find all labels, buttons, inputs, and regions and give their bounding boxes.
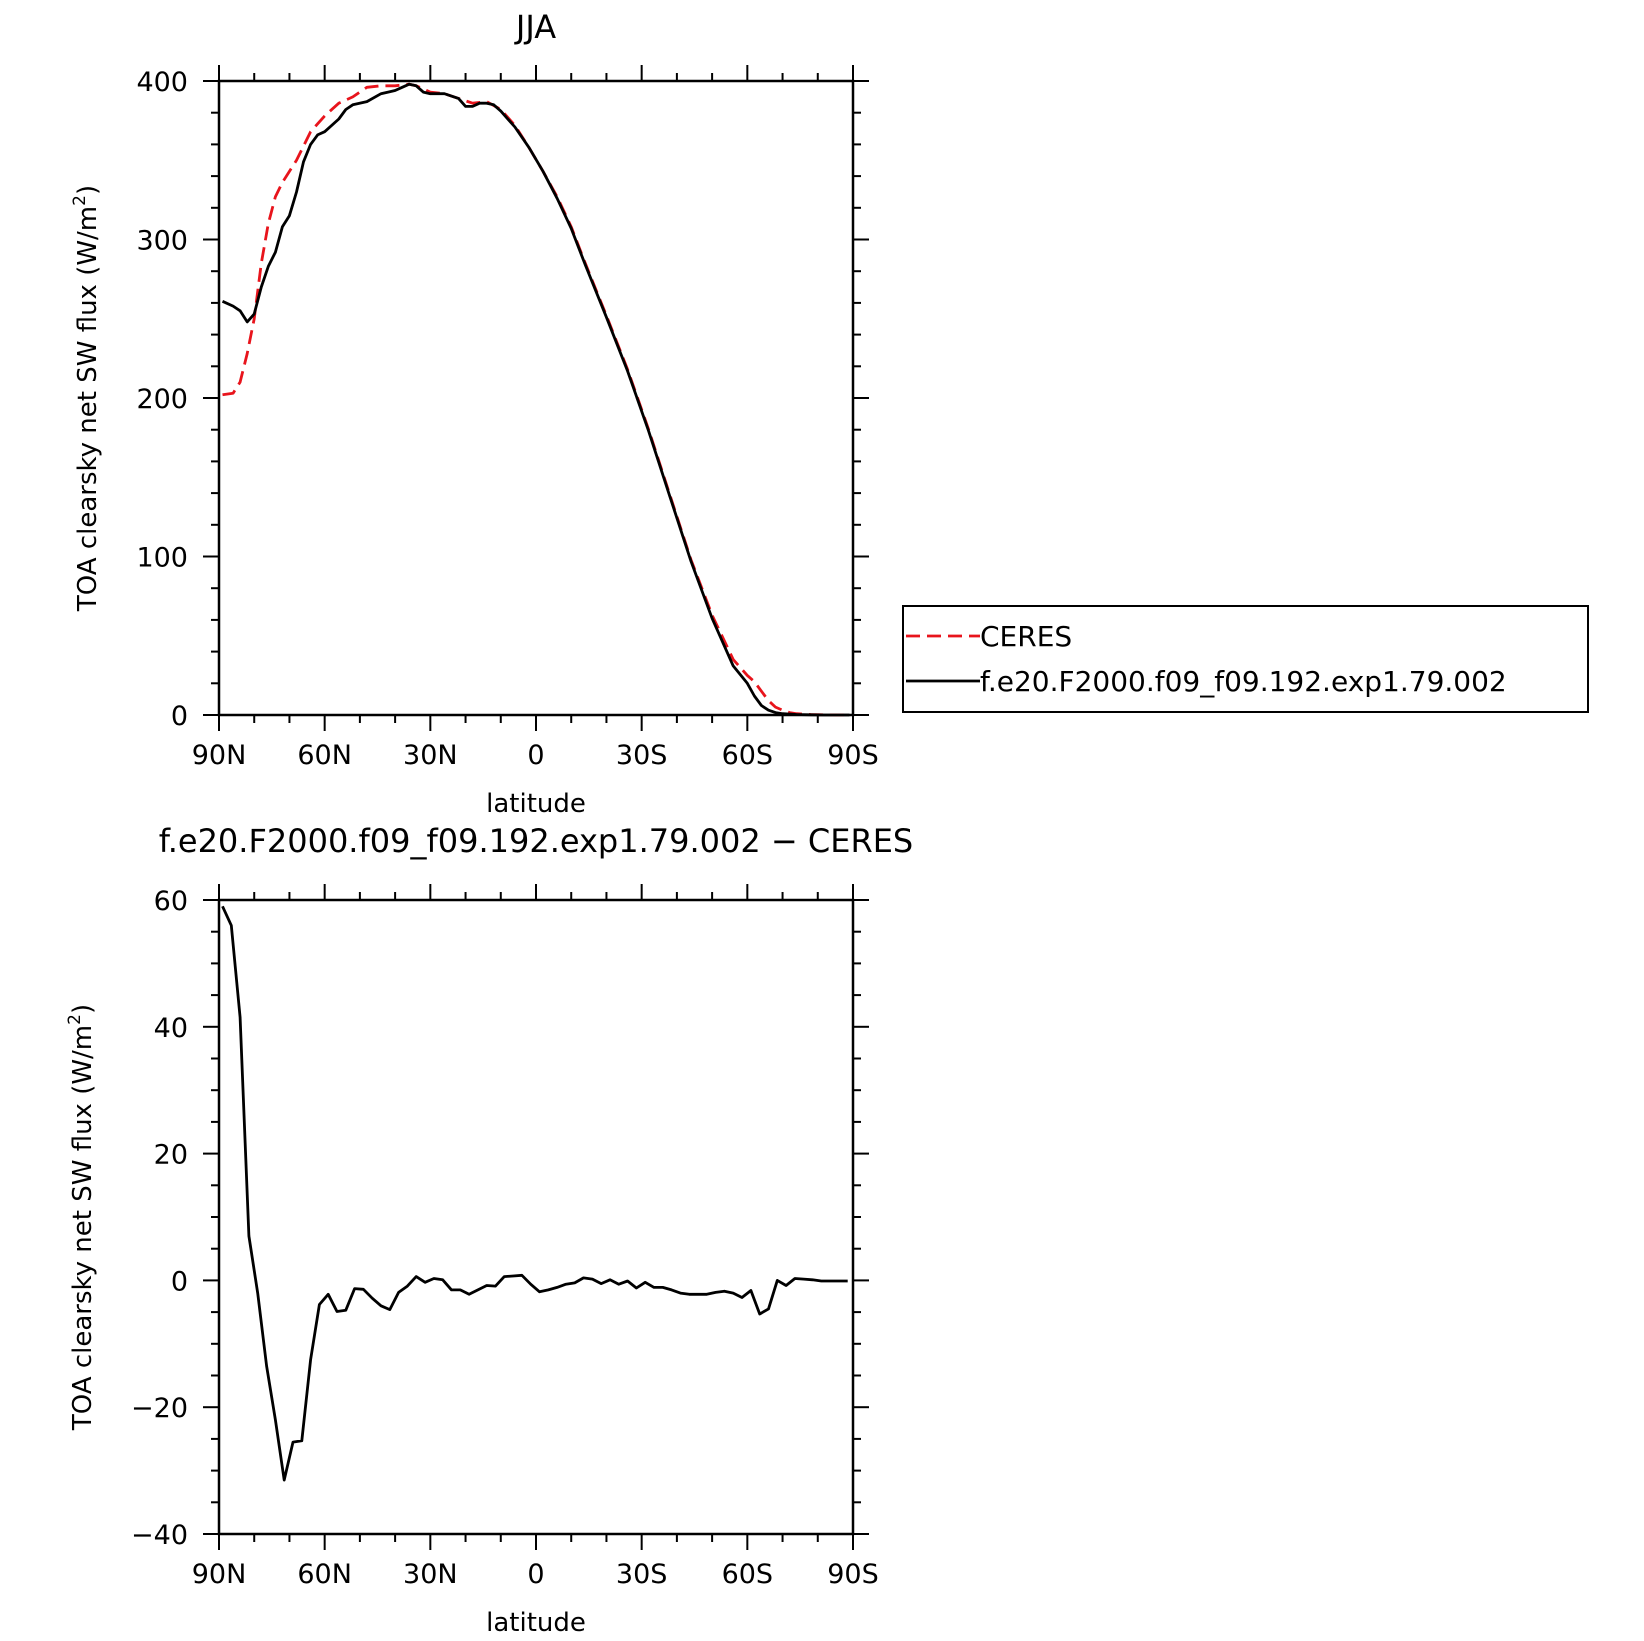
x-axis-label: latitude bbox=[486, 1608, 586, 1638]
y-tick-label: 20 bbox=[154, 1140, 188, 1171]
x-tick-label: 90S bbox=[827, 740, 879, 771]
plot-frame bbox=[217, 898, 855, 1536]
x-tick-label: 60N bbox=[297, 1559, 352, 1590]
chart-title: JJA bbox=[514, 8, 556, 46]
y-axis-label-superscript: 2 bbox=[65, 1014, 85, 1025]
legend-label: CERES bbox=[980, 620, 1072, 653]
x-tick-label: 60S bbox=[722, 1559, 774, 1590]
plot-frame bbox=[217, 79, 855, 717]
x-tick-label: 90N bbox=[192, 1559, 247, 1590]
y-tick-label: 0 bbox=[171, 1266, 188, 1297]
y-tick-label: 40 bbox=[154, 1013, 188, 1044]
y-tick-label: 100 bbox=[136, 543, 188, 574]
y-tick-label: 400 bbox=[136, 67, 188, 98]
y-axis-label-close: ) bbox=[68, 1004, 98, 1014]
x-tick-label: 60S bbox=[722, 740, 774, 771]
y-tick-label: −20 bbox=[131, 1393, 188, 1424]
legend-label: f.e20.F2000.f09_f09.192.exp1.79.002 bbox=[980, 665, 1507, 698]
y-axis-label-superscript: 2 bbox=[70, 195, 90, 206]
y-tick-label: 60 bbox=[154, 886, 188, 917]
ceres-series-line bbox=[222, 82, 850, 717]
x-tick-label: 30N bbox=[403, 740, 458, 771]
x-tick-label: 0 bbox=[527, 740, 544, 771]
y-tick-label: 0 bbox=[171, 701, 188, 732]
x-tick-label: 30S bbox=[616, 1559, 668, 1590]
y-tick-label: −40 bbox=[131, 1520, 188, 1551]
x-tick-label: 0 bbox=[527, 1559, 544, 1590]
chart-bottom: 90N 60N 30N 0 30S 60S 90S −40 −20 0 20 40 60 f.e20.F2… bbox=[65, 822, 913, 1638]
y-axis-label-main: TOA clearsky net SW flux (W/m bbox=[68, 1025, 98, 1431]
x-tick-label: 60N bbox=[297, 740, 352, 771]
model-series-line bbox=[221, 905, 848, 1482]
y-tick-label: 200 bbox=[136, 384, 188, 415]
chart-title: f.e20.F2000.f09_f09.192.exp1.79.002 − CE… bbox=[159, 822, 913, 860]
chart-top: 90N 60N 30N 0 30S 60S 90S 0 100 200 300 400 JJA latit… bbox=[70, 8, 879, 819]
y-tick-label: 300 bbox=[136, 226, 188, 257]
legend-box bbox=[902, 605, 1589, 713]
x-tick-label: 90S bbox=[827, 1559, 879, 1590]
x-axis-label: latitude bbox=[486, 789, 586, 819]
legend: CERES f.e20.F2000.f09_f09.192.exp1.79.002 bbox=[902, 605, 1589, 713]
x-tick-label: 30S bbox=[616, 740, 668, 771]
model-series-line bbox=[221, 82, 850, 717]
y-axis-label: TOA clearsky net SW flux (W/m2) bbox=[70, 185, 103, 612]
y-axis-label: TOA clearsky net SW flux (W/m2) bbox=[65, 1004, 98, 1431]
x-tick-label: 30N bbox=[403, 1559, 458, 1590]
y-axis-label-close: ) bbox=[73, 185, 103, 195]
y-axis-label-main: TOA clearsky net SW flux (W/m bbox=[73, 206, 103, 612]
x-tick-label: 90N bbox=[192, 740, 247, 771]
